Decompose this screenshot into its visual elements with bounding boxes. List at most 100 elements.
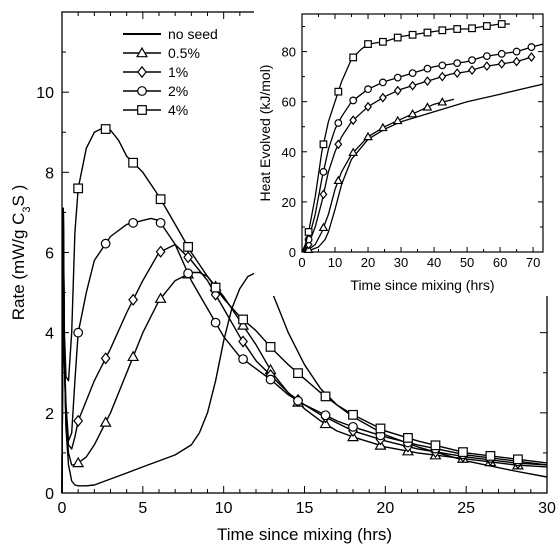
data-point-1pct: [128, 293, 139, 306]
data-point-0-5pct: [237, 319, 250, 330]
data-point-1pct: [73, 414, 84, 427]
inset-data-point-2pct: [527, 43, 536, 51]
data-point-4pct: [210, 282, 221, 293]
data-point-4pct: [512, 454, 523, 465]
inset-data-point-1pct: [364, 101, 372, 112]
inset-series-line-1pct: [301, 55, 534, 253]
data-point-4pct: [73, 183, 84, 194]
x-tick-label: 20: [376, 500, 394, 517]
legend-item-4pct: 4%: [123, 102, 188, 118]
inset-series-2pct: [301, 43, 544, 253]
data-point-4pct: [458, 447, 468, 458]
inset-y-tick-label: 20: [282, 195, 296, 210]
y-tick-label: 10: [36, 85, 54, 102]
inset-data-point-4pct: [378, 37, 387, 46]
data-point-1pct: [183, 251, 193, 264]
inset-series-no-seed: [301, 83, 544, 253]
data-point-4pct: [403, 432, 413, 443]
data-point-0-5pct: [99, 416, 112, 427]
inset-data-point-2pct: [423, 64, 432, 73]
data-point-2pct: [238, 354, 248, 365]
y-axis-title-subscript: 3: [21, 206, 33, 212]
legend-item-0-5pct: 0.5%: [123, 45, 200, 61]
data-point-2pct: [320, 410, 331, 421]
inset-data-point-0-5pct: [378, 122, 388, 132]
data-point-4pct: [128, 157, 139, 168]
data-point-4pct: [375, 423, 386, 434]
x-tick-label: 5: [138, 500, 147, 517]
inset-data-point-2pct: [497, 49, 506, 58]
inset-y-axis-title: Heat Evolved (kJ/mol): [257, 65, 273, 202]
legend-item-no-seed: no seed: [123, 26, 218, 42]
inset-chart: 0 10 20 30 40 50 60 70 0 20 40 60 80 Time since mixin…: [254, 10, 549, 296]
inset-data-point-2pct: [378, 78, 387, 87]
inset-plot-frame: [301, 13, 544, 253]
inset-data-point-1pct: [334, 139, 343, 150]
inset-data-point-4pct: [468, 24, 476, 33]
inset-data-point-1pct: [438, 71, 447, 82]
inset-data-point-1pct: [319, 189, 328, 200]
inset-data-point-1pct: [468, 65, 476, 76]
inset-data-point-2pct: [408, 69, 417, 78]
inset-data-point-2pct: [512, 47, 521, 56]
data-point-2pct: [100, 238, 111, 249]
inset-x-axis-title: Time since mixing (hrs): [350, 277, 494, 293]
inset-data-point-2pct: [453, 59, 462, 68]
inset-data-point-4pct: [482, 22, 491, 30]
inset-x-tick-label: 30: [394, 255, 408, 270]
data-point-2pct: [265, 374, 276, 385]
inset-data-point-0-5pct: [392, 115, 403, 125]
inset-data-point-4pct: [304, 228, 313, 236]
data-point-0-5pct: [127, 350, 140, 362]
inset-data-point-4pct: [438, 26, 447, 35]
x-tick-label: 30: [538, 500, 556, 517]
inset-data-point-0-5pct: [437, 97, 448, 106]
inset-x-tick-label: 10: [328, 255, 342, 270]
inset-data-point-2pct: [364, 85, 372, 94]
data-point-2pct: [155, 217, 166, 228]
inset-data-point-0-5pct: [407, 108, 418, 118]
inset-y-tick-label: 40: [282, 145, 296, 160]
y-tick-label: 8: [45, 165, 54, 182]
inset-data-point-4pct: [408, 30, 417, 39]
data-point-4pct: [485, 451, 496, 461]
x-tick-label: 0: [58, 500, 67, 517]
data-point-4pct: [155, 194, 166, 205]
inset-x-tick-label: 20: [361, 255, 375, 270]
inset-data-point-1pct: [423, 76, 432, 87]
inset-data-point-4pct: [453, 25, 462, 33]
inset-data-point-4pct: [334, 87, 343, 96]
inset-data-point-0-5pct: [348, 147, 359, 156]
inset-data-point-0-5pct: [333, 175, 344, 185]
data-point-1pct: [238, 335, 248, 348]
y-axis-title: Rate (mW/g C3S ): [9, 185, 33, 321]
legend-marker-2pct: [137, 86, 147, 96]
inset-y-tick-label: 60: [282, 95, 296, 110]
data-point-4pct: [293, 368, 303, 379]
data-point-4pct: [100, 124, 111, 134]
legend: no seed 0.5% 1% 2% 4%: [123, 26, 218, 118]
inset-data-point-2pct: [438, 61, 447, 70]
x-tick-label: 15: [296, 500, 314, 517]
inset-data-point-2pct: [334, 119, 343, 127]
data-point-1pct: [100, 352, 111, 365]
inset-data-point-2pct: [393, 73, 402, 82]
data-point-4pct: [348, 409, 358, 420]
data-point-2pct: [348, 421, 358, 432]
x-axis-title: Time since mixing (hrs): [217, 525, 392, 544]
y-axis-title-part: Rate (mW/g C: [9, 213, 28, 321]
y-tick-label: 0: [45, 486, 54, 503]
data-point-4pct: [238, 314, 248, 325]
data-point-2pct: [73, 327, 84, 338]
inset-x-tick-label: 50: [460, 255, 474, 270]
data-point-2pct: [210, 317, 221, 328]
inset-y-tick-label: 80: [282, 45, 296, 60]
y-tick-label: 2: [45, 406, 54, 423]
inset-data-point-1pct: [527, 52, 536, 63]
data-point-2pct: [293, 395, 303, 406]
series-line-1pct: [61, 207, 548, 494]
x-tick-label: 10: [215, 500, 233, 517]
inset-data-point-4pct: [497, 20, 506, 28]
legend-marker-1pct: [137, 65, 147, 79]
inset-data-point-1pct: [453, 68, 462, 79]
